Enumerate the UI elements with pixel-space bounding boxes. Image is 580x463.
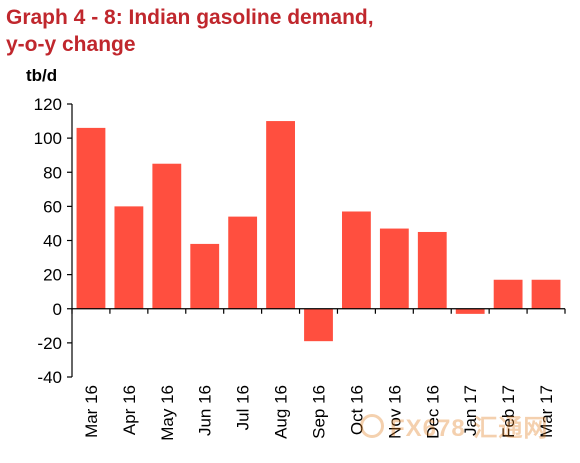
- y-tick-label: 0: [53, 300, 62, 319]
- x-tick-label: Jan 17: [461, 385, 480, 436]
- bar-aug-16: [266, 121, 295, 309]
- y-tick-label: 40: [43, 232, 62, 251]
- x-tick-label: Mar 16: [82, 385, 101, 438]
- x-tick-label: Aug 16: [272, 385, 291, 439]
- x-tick-label: Feb 17: [499, 385, 518, 438]
- x-tick-label: Sep 16: [310, 385, 329, 439]
- x-tick-label: Nov 16: [385, 385, 404, 439]
- bar-jan-17: [455, 308, 485, 314]
- bar-nov-16: [379, 228, 409, 309]
- x-tick-label: Jun 16: [196, 385, 215, 436]
- y-tick-label: 60: [43, 197, 62, 216]
- x-tick-label: Jul 16: [234, 385, 253, 430]
- bar-mar-16: [76, 127, 106, 309]
- y-tick-label: 80: [43, 163, 62, 182]
- bar-jun-16: [190, 243, 220, 309]
- bar-mar-17: [531, 279, 561, 309]
- watermark: FX678 汇通网: [360, 408, 548, 443]
- bar-may-16: [152, 163, 182, 309]
- y-tick-label: -20: [37, 334, 62, 353]
- bar-apr-16: [114, 206, 144, 309]
- bar-feb-17: [493, 279, 523, 309]
- fx678-logo-icon: [360, 413, 384, 438]
- x-tick-label: May 16: [158, 385, 177, 441]
- chart-title-line1: Graph 4 - 8: Indian gasoline demand,: [6, 6, 374, 29]
- plot-layer: -40 -20 0 20 40 60 80 100 120 Mar 16 Apr 16 May 16 J…: [34, 95, 566, 441]
- y-tick-label: 100: [34, 129, 62, 148]
- bar-jul-16: [228, 216, 258, 309]
- x-tick-label: Mar 17: [537, 385, 556, 438]
- watermark-text: FX678 汇通网: [390, 415, 549, 442]
- y-tick-label: -40: [37, 368, 62, 387]
- y-tick-label: 120: [34, 95, 62, 114]
- x-tick-label: Apr 16: [120, 385, 139, 435]
- x-tick-label: Dec 16: [423, 385, 442, 439]
- y-axis-label: tb/d: [26, 66, 57, 85]
- bar-oct-16: [342, 211, 371, 309]
- chart-title: Graph 4 - 8: Indian gasoline demand, y-o…: [6, 4, 374, 58]
- chart-title-line2: y-o-y change: [6, 33, 136, 56]
- y-tick-label: 20: [43, 266, 62, 285]
- bar-sep-16: [304, 308, 333, 342]
- bar-dec-16: [417, 231, 447, 309]
